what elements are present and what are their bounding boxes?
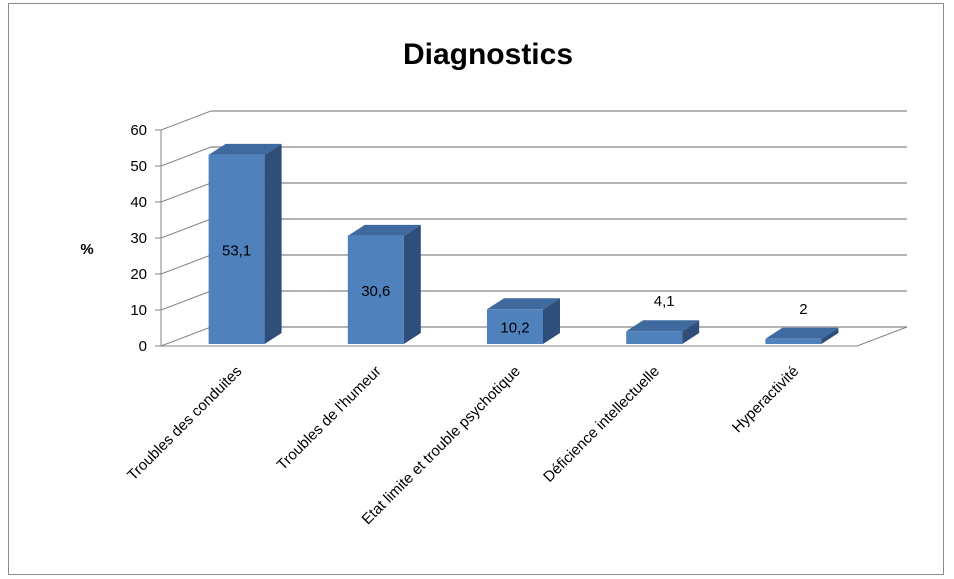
bar-side [403, 224, 421, 344]
gridline-side [160, 290, 212, 311]
y-tick-label: 40 [130, 194, 147, 211]
data-label: 30,6 [361, 283, 390, 300]
bars [208, 143, 839, 344]
data-label: 2 [799, 301, 807, 318]
x-tick-label: Troubles de l'humeur [274, 363, 385, 474]
x-tick-label: Déficience intellectuelle [540, 363, 663, 486]
gridline-side [160, 146, 212, 167]
bar-side [682, 320, 700, 344]
y-tick-label: 20 [130, 266, 147, 283]
bar-chart: Diagnostics % 0 10 20 30 40 50 60 53,1 Troubles … [80, 38, 908, 528]
data-label: 4,1 [654, 293, 675, 310]
y-tick-label: 50 [130, 158, 147, 175]
bar-top [347, 224, 421, 236]
y-tick-label: 30 [130, 230, 147, 247]
bar-side [264, 143, 282, 344]
bar [347, 224, 421, 344]
y-tick-label: 10 [130, 302, 147, 319]
bar [765, 327, 839, 344]
data-label: 53,1 [222, 242, 251, 259]
bar-front [208, 154, 265, 344]
bar-top [487, 298, 560, 310]
gridline-side [160, 326, 212, 347]
gridline-side [160, 218, 212, 239]
floor-edge [856, 326, 908, 347]
y-axis-label: % [80, 241, 93, 258]
gridlines [160, 110, 907, 347]
bar [626, 320, 700, 344]
axes [155, 129, 908, 347]
gridline-side [160, 254, 212, 275]
bar-front [347, 235, 404, 344]
bar-front [626, 331, 683, 344]
bar [487, 298, 560, 344]
bar-side [543, 298, 560, 344]
bar-top [208, 143, 282, 155]
bar-top [765, 327, 839, 339]
bar-front [765, 338, 822, 344]
x-tick-label: Troubles des conduites [124, 363, 245, 484]
bar [208, 143, 282, 344]
bar-front [487, 309, 543, 344]
gridline-side [160, 182, 212, 203]
x-tick-label: Hyperactivité [729, 363, 802, 436]
gridline-side [160, 110, 212, 131]
y-tick-label: 0 [139, 338, 147, 355]
chart-title: Diagnostics [403, 38, 573, 71]
chart-area: Diagnostics % 0 10 20 30 40 50 60 53,1 Troubles … [8, 3, 944, 575]
x-tick-label: Etat limite et trouble psychotique [359, 363, 524, 528]
data-label: 10,2 [500, 320, 529, 337]
y-tick-label: 60 [130, 122, 147, 139]
bar-top [626, 320, 700, 332]
bar-side [821, 327, 839, 344]
